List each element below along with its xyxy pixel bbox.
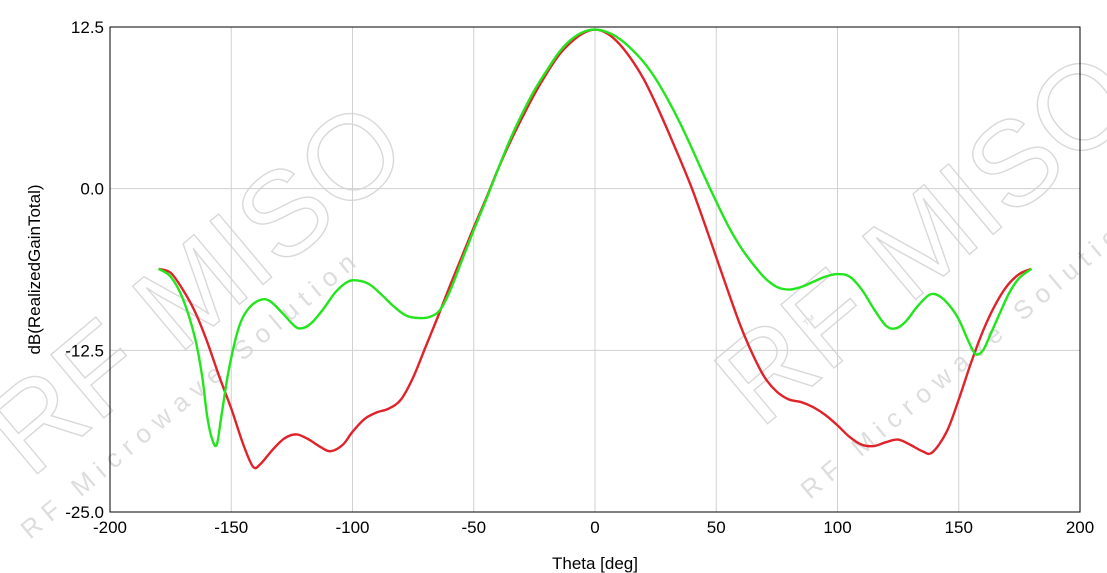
x-tick-label: -150	[214, 518, 248, 537]
x-tick-label: 150	[945, 518, 973, 537]
watermark-brand-right: RF MISO	[691, 26, 1107, 450]
tick-labels: -200 -150 -100 -50 0 50 100 150 200 12.5 0.0 -12.5 -…	[65, 18, 1094, 537]
series-layer	[157, 28, 1033, 470]
y-tick-label: 0.0	[80, 180, 104, 199]
plot-frame	[109, 26, 1081, 513]
series-line-green	[157, 28, 1033, 448]
x-axis-label: Theta [deg]	[552, 554, 638, 573]
x-tick-label: -200	[93, 518, 127, 537]
watermark: RF MISO RF MISO RF Microwave Solution RF…	[0, 25, 1107, 544]
x-tick-label: 0	[590, 518, 599, 537]
grid	[110, 27, 1080, 512]
y-tick-label: -12.5	[65, 341, 104, 360]
y-axis-label: dB(RealizedGainTotal)	[25, 184, 44, 354]
x-tick-label: -100	[335, 518, 369, 537]
x-tick-label: 100	[823, 518, 851, 537]
x-tick-label: 200	[1066, 518, 1094, 537]
x-tick-label: -50	[461, 518, 486, 537]
y-tick-label: -25.0	[65, 503, 104, 522]
watermark-brand-left: RF MISO	[0, 76, 430, 500]
x-tick-label: 50	[707, 518, 726, 537]
y-tick-label: 12.5	[71, 18, 104, 37]
